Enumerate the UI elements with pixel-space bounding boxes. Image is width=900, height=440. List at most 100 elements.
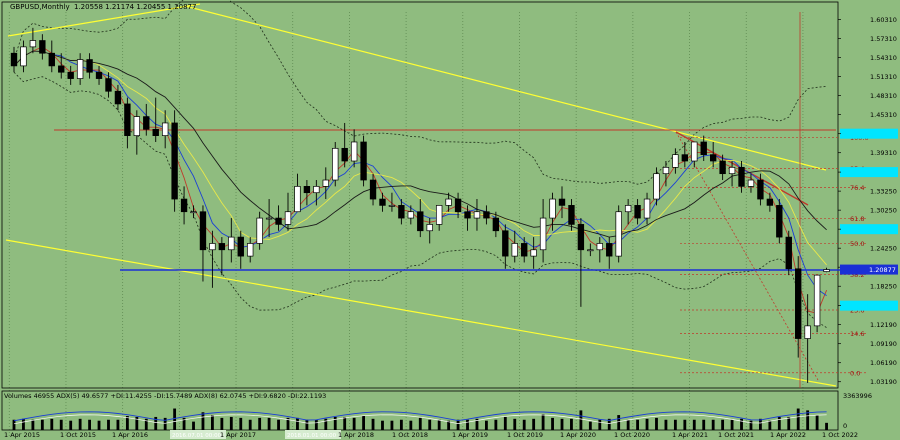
candle [369, 173, 377, 206]
candle [785, 230, 792, 276]
trend-line-upper [184, 5, 827, 171]
candle [643, 192, 651, 225]
candle-body [653, 173, 660, 200]
candle-body [86, 59, 93, 73]
fib-level-label: 14.6 [850, 330, 864, 338]
candle-body [218, 243, 226, 251]
candle-body [435, 205, 443, 225]
candle [426, 218, 433, 244]
moving-average-8 [13, 50, 827, 266]
candle-body [530, 249, 537, 257]
time-axis-label: 1 Oct 2020 [614, 431, 650, 439]
candle [549, 192, 556, 231]
price-tick-label: 1.03190 [870, 378, 897, 386]
price-tick-label: 1.12190 [870, 321, 897, 329]
candle [313, 180, 320, 206]
candle-body [691, 141, 698, 162]
candle-body [313, 186, 320, 194]
candle-body [445, 198, 452, 206]
price-panel-frame [1, 1, 839, 389]
candle [728, 161, 736, 187]
time-axis-label: 1 Oct 2021 [718, 431, 754, 439]
candle [587, 243, 594, 257]
time-label-highlight [285, 430, 341, 439]
moving-average-13 [13, 50, 827, 238]
candle-body [95, 71, 103, 79]
candle [237, 230, 244, 269]
candle [662, 161, 670, 187]
time-axis-label: 1 Apr 2018 [338, 431, 374, 439]
candle-body [369, 179, 377, 200]
candle-body [237, 236, 244, 257]
candle-body [454, 198, 462, 213]
candle [360, 135, 367, 187]
volume-panel [12, 408, 828, 430]
candle [445, 192, 452, 212]
candle-body [161, 122, 169, 136]
price-tick-label: 1.54310 [870, 54, 897, 62]
price-tick-label: 1.09190 [870, 340, 897, 348]
time-axis-label: 1 Oct 2019 [507, 431, 543, 439]
candle-body [549, 198, 556, 219]
price-axis: 1.60310 1.57310 1.54310 1.51310 1.48310 1.453… [838, 16, 898, 386]
candle-body [39, 40, 46, 54]
candle-body [388, 205, 396, 207]
candle [124, 97, 131, 149]
candle [133, 110, 141, 155]
candle-body [199, 211, 207, 251]
candle [795, 256, 802, 358]
candle [76, 53, 84, 85]
candle-body [152, 128, 159, 136]
candle [719, 154, 726, 181]
candle [624, 199, 632, 225]
candle [596, 237, 603, 263]
candle-body [577, 224, 585, 251]
candle-body [596, 243, 603, 251]
price-tick-label: 1.33250 [870, 188, 897, 196]
price-tick-label: 1.18250 [870, 283, 897, 291]
candle-body [502, 230, 509, 257]
candle-body [20, 46, 27, 67]
candle [58, 53, 65, 79]
candle [473, 199, 481, 231]
candle-body [228, 236, 235, 251]
candle [681, 141, 689, 168]
candle [20, 40, 27, 73]
candle-body [615, 211, 622, 257]
candle [530, 237, 537, 269]
candle [483, 205, 490, 225]
candle [171, 110, 178, 212]
candle-body [709, 154, 717, 162]
candle [766, 192, 774, 212]
candle-body [247, 243, 254, 257]
volume-scale-top: 3363996 [843, 392, 872, 400]
candle-body [813, 274, 821, 327]
candle [435, 205, 443, 231]
price-tick-highlight [840, 224, 898, 235]
di-line [13, 414, 827, 425]
candle-body [587, 249, 594, 252]
candle [67, 65, 74, 85]
candle [568, 199, 575, 231]
adx-line [13, 411, 827, 422]
candle-body [785, 236, 792, 270]
price-tick-label: 1.60310 [870, 16, 897, 24]
candle-body [521, 243, 528, 257]
candle-body [539, 217, 547, 251]
candle-body [473, 211, 481, 219]
candle-body [29, 40, 37, 48]
candle-body [10, 52, 18, 67]
candle-body [48, 52, 55, 67]
candle [247, 237, 254, 263]
candle [39, 34, 46, 60]
time-axis-label: 1 Apr 2017 [220, 431, 256, 439]
symbol-label: GBPUSD,Monthly [10, 3, 70, 11]
candle [804, 294, 811, 383]
time-axis-label: 2018.01.01 00:00 [287, 433, 337, 439]
candle [95, 65, 103, 85]
candle-body [719, 160, 726, 175]
time-label-highlight [170, 430, 226, 439]
candle [558, 186, 566, 219]
candle [634, 199, 641, 225]
